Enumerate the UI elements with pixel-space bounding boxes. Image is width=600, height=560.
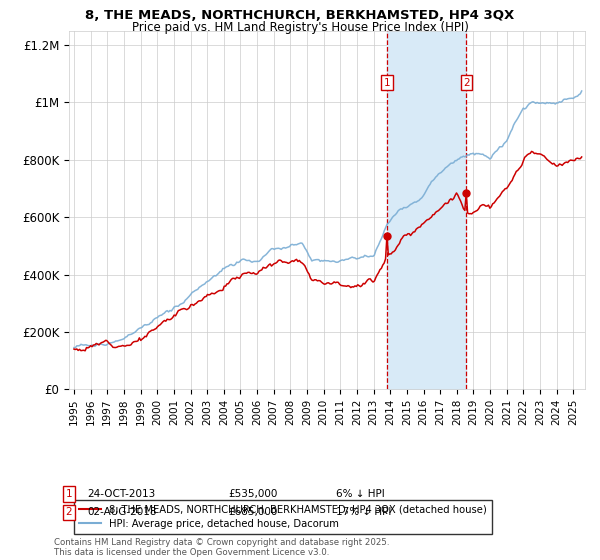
Text: 1: 1 bbox=[65, 489, 73, 499]
Text: 6% ↓ HPI: 6% ↓ HPI bbox=[336, 489, 385, 499]
Text: 2: 2 bbox=[65, 507, 73, 517]
Text: £685,000: £685,000 bbox=[228, 507, 277, 517]
Text: £535,000: £535,000 bbox=[228, 489, 277, 499]
Text: 17% ↓ HPI: 17% ↓ HPI bbox=[336, 507, 391, 517]
Text: 2: 2 bbox=[463, 78, 470, 88]
Text: 24-OCT-2013: 24-OCT-2013 bbox=[87, 489, 155, 499]
Text: Contains HM Land Registry data © Crown copyright and database right 2025.
This d: Contains HM Land Registry data © Crown c… bbox=[54, 538, 389, 557]
Text: Price paid vs. HM Land Registry's House Price Index (HPI): Price paid vs. HM Land Registry's House … bbox=[131, 21, 469, 34]
Text: 8, THE MEADS, NORTHCHURCH, BERKHAMSTED, HP4 3QX: 8, THE MEADS, NORTHCHURCH, BERKHAMSTED, … bbox=[85, 9, 515, 22]
Legend: 8, THE MEADS, NORTHCHURCH, BERKHAMSTED, HP4 3QX (detached house), HPI: Average p: 8, THE MEADS, NORTHCHURCH, BERKHAMSTED, … bbox=[74, 500, 492, 534]
Text: 02-AUG-2018: 02-AUG-2018 bbox=[87, 507, 157, 517]
Text: 1: 1 bbox=[383, 78, 390, 88]
